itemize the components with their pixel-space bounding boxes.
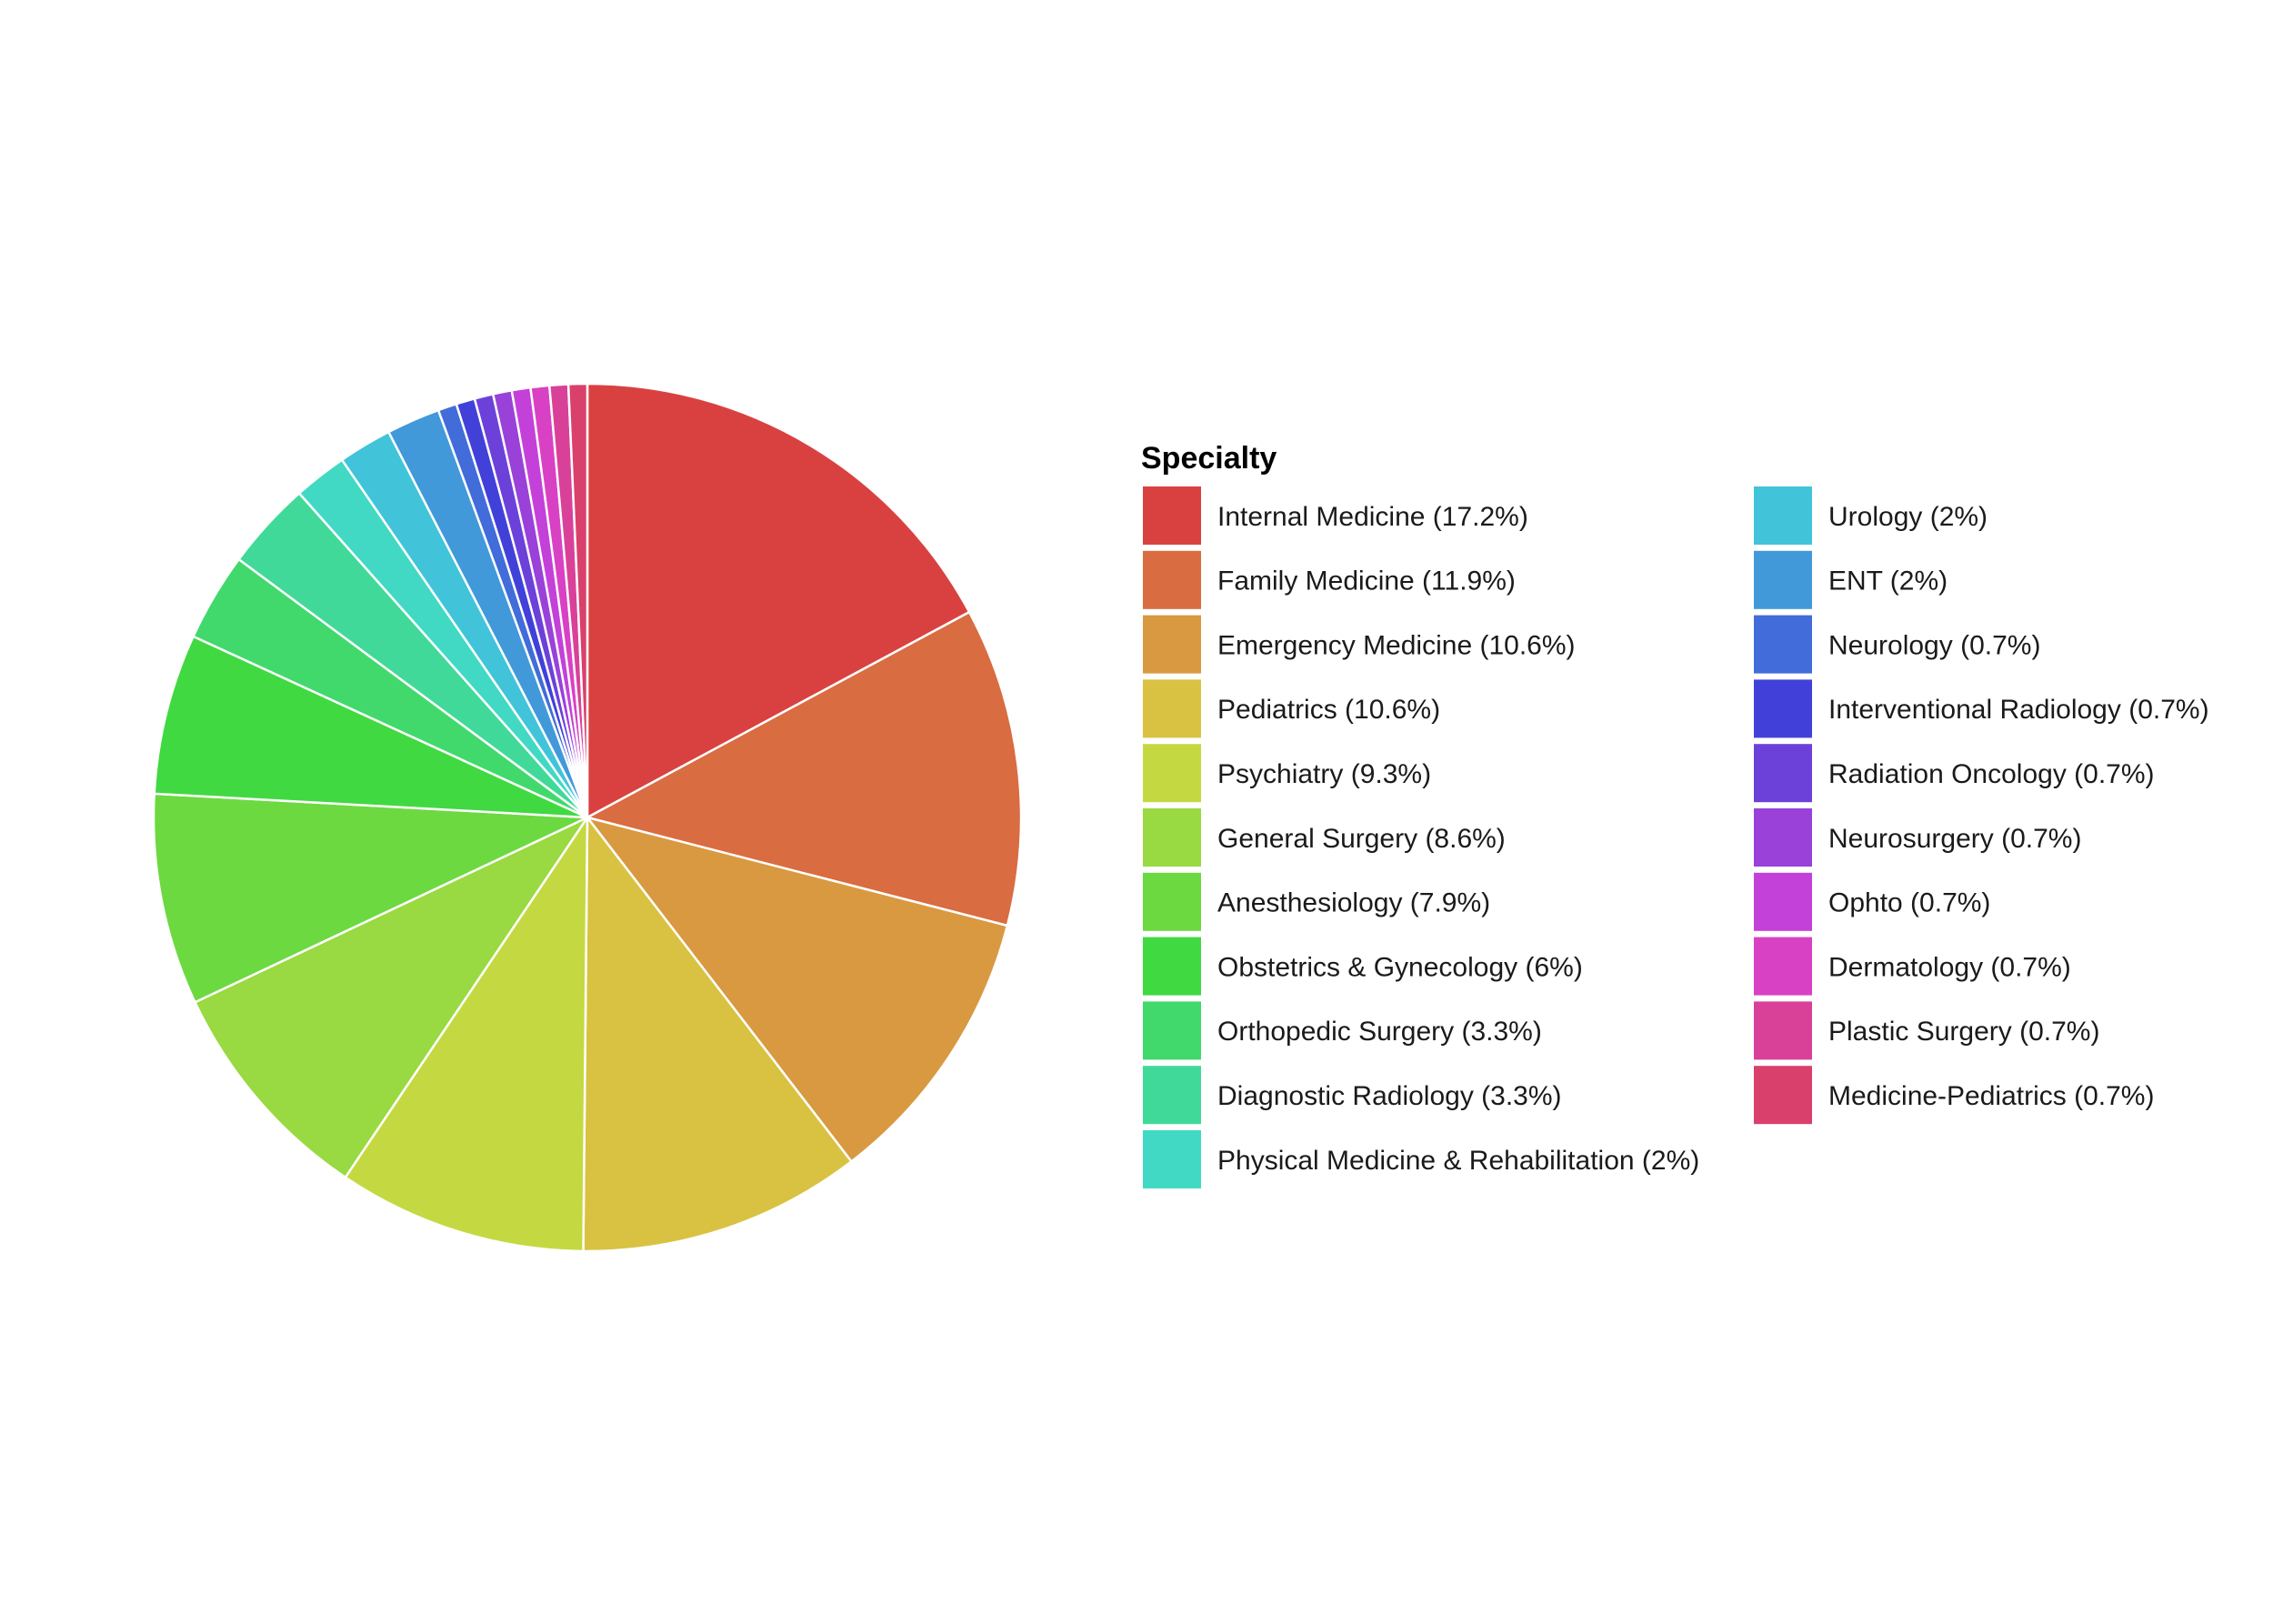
legend-label: Family Medicine (11.9%) [1217, 566, 1516, 596]
pie-slice-emergency-medicine [586, 816, 1009, 1163]
legend-title: Specialty [1141, 441, 1277, 476]
legend-swatch [1754, 744, 1812, 803]
pie-slice-obstetrics-gynecology [153, 635, 589, 819]
pie-slice-anesthesiology [152, 792, 589, 1004]
legend-item-interventional-radiology: Interventional Radiology (0.7%) [1754, 679, 2209, 738]
pie-slice-medicine-pediatrics [566, 382, 589, 819]
legend-label: Internal Medicine (17.2%) [1217, 502, 1528, 532]
legend-item-ophto: Ophto (0.7%) [1754, 872, 1990, 931]
legend-label: Interventional Radiology (0.7%) [1828, 695, 2209, 725]
legend-label: Anesthesiology (7.9%) [1217, 888, 1490, 918]
legend-item-physical-medicine-rehabilitation: Physical Medicine & Rehabilitation (2%) [1143, 1130, 1699, 1188]
legend-swatch [1754, 1066, 1812, 1125]
legend-label: Medicine-Pediatrics (0.7%) [1828, 1081, 2154, 1111]
legend-swatch [1754, 872, 1812, 931]
legend-swatch [1754, 615, 1812, 674]
legend-item-neurology: Neurology (0.7%) [1754, 615, 2040, 674]
legend-label: Diagnostic Radiology (3.3%) [1217, 1081, 1562, 1111]
legend-swatch [1754, 550, 1812, 609]
pie-slice-pediatrics [582, 816, 853, 1253]
legend-label: Neurology (0.7%) [1828, 630, 2040, 660]
legend-item-obstetrics-gynecology: Obstetrics & Gynecology (6%) [1143, 937, 1583, 996]
legend-swatch [1143, 744, 1201, 803]
legend-swatch [1143, 550, 1201, 609]
legend-label: Neurosurgery (0.7%) [1828, 824, 2081, 854]
legend-swatch [1143, 872, 1201, 931]
legend-label: Obstetrics & Gynecology (6%) [1217, 952, 1583, 982]
legend-label: Radiation Oncology (0.7%) [1828, 759, 2155, 789]
legend-label: Urology (2%) [1828, 502, 1988, 532]
legend-item-pediatrics: Pediatrics (10.6%) [1143, 679, 1440, 738]
legend-item-internal-medicine: Internal Medicine (17.2%) [1143, 486, 1528, 545]
legend-label: Pediatrics (10.6%) [1217, 695, 1440, 725]
legend-item-psychiatry: Psychiatry (9.3%) [1143, 744, 1431, 803]
legend-swatch [1143, 1130, 1201, 1188]
legend-swatch [1143, 615, 1201, 674]
legend-item-anesthesiology: Anesthesiology (7.9%) [1143, 872, 1490, 931]
pie-slice-family-medicine [586, 610, 1023, 927]
legend-swatch [1754, 1001, 1812, 1060]
legend-swatch [1143, 1066, 1201, 1125]
legend-item-ent: ENT (2%) [1754, 550, 1948, 609]
legend: Specialty Internal Medicine (17.2%) Famil… [1141, 441, 2209, 1188]
legend-swatch [1143, 937, 1201, 996]
legend-label: Orthopedic Surgery (3.3%) [1217, 1017, 1542, 1047]
legend-swatch [1143, 486, 1201, 545]
legend-item-orthopedic-surgery: Orthopedic Surgery (3.3%) [1143, 1001, 1542, 1060]
legend-item-dermatology: Dermatology (0.7%) [1754, 937, 2071, 996]
legend-swatch [1143, 679, 1201, 738]
legend-label: Emergency Medicine (10.6%) [1217, 630, 1576, 660]
legend-item-family-medicine: Family Medicine (11.9%) [1143, 550, 1516, 609]
legend-swatch [1754, 937, 1812, 996]
legend-swatch [1754, 679, 1812, 738]
legend-items: Internal Medicine (17.2%) Family Medicine… [1143, 486, 2209, 1188]
legend-label: Plastic Surgery (0.7%) [1828, 1017, 2099, 1047]
pie-slice-psychiatry [344, 816, 589, 1253]
legend-item-neurosurgery: Neurosurgery (0.7%) [1754, 808, 2081, 867]
legend-swatch [1143, 1001, 1201, 1060]
legend-item-urology: Urology (2%) [1754, 486, 1988, 545]
pie-slice-general-surgery [194, 816, 589, 1179]
legend-label: ENT (2%) [1828, 566, 1948, 596]
legend-label: Dermatology (0.7%) [1828, 952, 2071, 982]
legend-swatch [1754, 486, 1812, 545]
legend-item-emergency-medicine: Emergency Medicine (10.6%) [1143, 615, 1576, 674]
legend-item-radiation-oncology: Radiation Oncology (0.7%) [1754, 744, 2155, 803]
legend-item-medicine-pediatrics: Medicine-Pediatrics (0.7%) [1754, 1066, 2154, 1125]
legend-label: General Surgery (8.6%) [1217, 824, 1506, 854]
legend-label: Physical Medicine & Rehabilitation (2%) [1217, 1146, 1699, 1176]
legend-item-diagnostic-radiology: Diagnostic Radiology (3.3%) [1143, 1066, 1562, 1125]
pie-slices [152, 382, 1023, 1253]
legend-label: Ophto (0.7%) [1828, 888, 1990, 918]
legend-item-plastic-surgery: Plastic Surgery (0.7%) [1754, 1001, 2099, 1060]
legend-label: Psychiatry (9.3%) [1217, 759, 1431, 789]
legend-item-general-surgery: General Surgery (8.6%) [1143, 808, 1506, 867]
legend-swatch [1143, 808, 1201, 867]
pie-slice-internal-medicine [586, 382, 971, 819]
legend-swatch [1754, 808, 1812, 867]
